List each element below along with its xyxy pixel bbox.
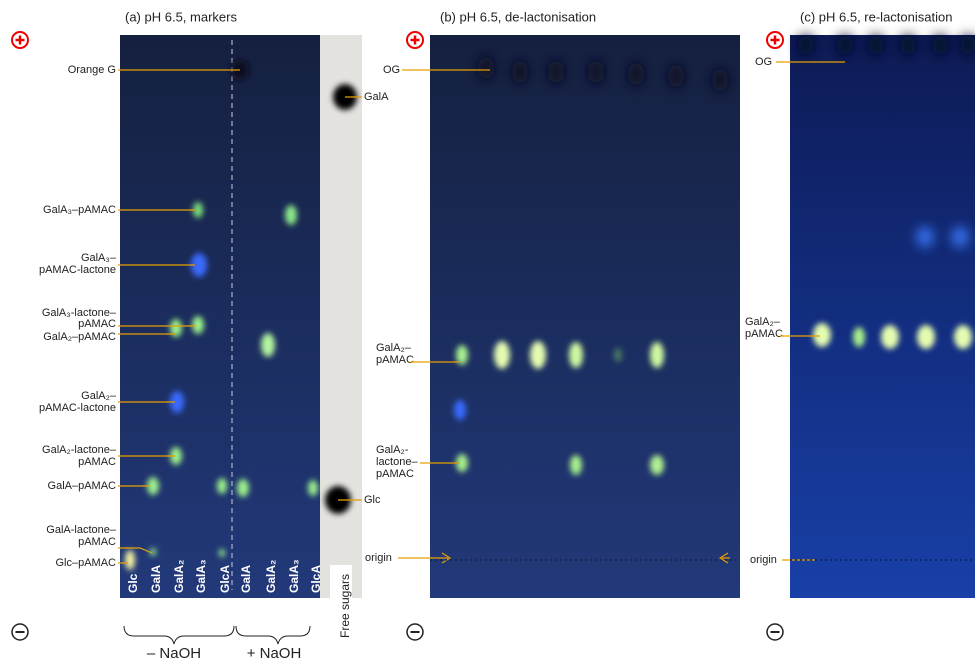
- lane-label: GalA₂: [172, 560, 186, 593]
- group-label: + NaOH: [247, 645, 302, 661]
- label: GalA: [364, 91, 389, 103]
- spots: [798, 35, 975, 247]
- label: GalA–pAMAC: [48, 480, 117, 492]
- label: pAMAC-lactone: [39, 264, 116, 276]
- label: GalA₂–pAMAC: [43, 331, 116, 343]
- lane-label: (v): [607, 624, 622, 638]
- lane-label: (iv): [567, 624, 585, 638]
- lane-label: GalA: [149, 565, 163, 593]
- label: origin: [750, 554, 777, 566]
- panel-c: (c) pH 6.5, re-lactonisation OG GalA₂– p…: [718, 9, 975, 641]
- label: pAMAC: [745, 328, 783, 340]
- lane-label: (i): [456, 624, 467, 638]
- labels: Orange G GalA₃–pAMAC GalA₃– pAMAC-lacton…: [39, 64, 389, 569]
- lane-label: (xi): [917, 624, 935, 638]
- label: pAMAC: [78, 536, 116, 548]
- label: GalA₂–: [376, 342, 412, 354]
- label: GalA₃-lactone–: [42, 307, 117, 319]
- lane-label: (xii): [951, 624, 972, 638]
- panel-b: (b) pH 6.5, de-lactonisation OG GalA₂– p…: [365, 9, 740, 641]
- label: OG: [755, 56, 772, 68]
- lane-label: GalA: [239, 565, 253, 593]
- lane-label: (vi): [647, 624, 665, 638]
- lane-label: (x): [883, 624, 898, 638]
- label: GalA₃–: [81, 252, 117, 264]
- brace: [123, 625, 235, 645]
- label: Glc: [364, 494, 381, 506]
- label: pAMAC-lactone: [39, 402, 116, 414]
- lane-labels: (viii) (ix) (x) (xi) (xii): [810, 624, 973, 638]
- label: GalA-lactone–: [46, 524, 117, 536]
- panel-title: (b) pH 6.5, de-lactonisation: [440, 9, 596, 24]
- strip-label: Free sugars: [338, 574, 352, 638]
- lane-label: (ii): [495, 624, 510, 638]
- gel: [430, 35, 740, 598]
- lane-label: (iii): [529, 624, 547, 638]
- lane-label: (viii): [810, 624, 835, 638]
- panel-title: (c) pH 6.5, re-lactonisation: [800, 9, 952, 24]
- label: GalA₂–: [81, 390, 117, 402]
- label: pAMAC: [78, 456, 116, 468]
- lane-label: GalA₃: [287, 559, 301, 593]
- label: OG: [383, 64, 400, 76]
- label: lactone–: [376, 456, 418, 468]
- spots: [125, 60, 318, 570]
- lane-label: GlcA: [309, 565, 323, 593]
- label: origin: [365, 552, 392, 564]
- label: GalA₂-lactone–: [42, 444, 117, 456]
- gel: [120, 35, 320, 598]
- lane-label: GalA₃: [194, 559, 208, 593]
- label: GalA₂-: [376, 444, 409, 456]
- label: Orange G: [68, 64, 116, 76]
- gel: [790, 35, 975, 598]
- spots: [478, 56, 728, 92]
- label: Glc–pAMAC: [55, 557, 116, 569]
- group-label: – NaOH: [147, 645, 201, 661]
- lane-labels: Glc GalA GalA₂ GalA₃ GlcA GalA GalA₂ Gal…: [126, 559, 352, 638]
- lane-labels: (i) (ii) (iii) (iv) (v) (vi) (vii): [456, 624, 713, 638]
- label: pAMAC: [376, 468, 414, 480]
- panel-a: (a) pH 6.5, markers Orange G GalA₃–pAMAC…: [10, 9, 389, 661]
- lane-label: (vii): [692, 624, 713, 638]
- label: pAMAC: [376, 354, 414, 366]
- label: GalA₃–pAMAC: [43, 204, 116, 216]
- panel-title: (a) pH 6.5, markers: [125, 9, 237, 24]
- lane-label: Glc: [126, 573, 140, 593]
- lane-label: GlcA: [218, 565, 232, 593]
- lane-label: (ix): [850, 624, 868, 638]
- brace: [235, 625, 311, 645]
- lane-label: GalA₂: [264, 560, 278, 593]
- label: GalA₂–: [745, 316, 781, 328]
- label: pAMAC: [78, 318, 116, 330]
